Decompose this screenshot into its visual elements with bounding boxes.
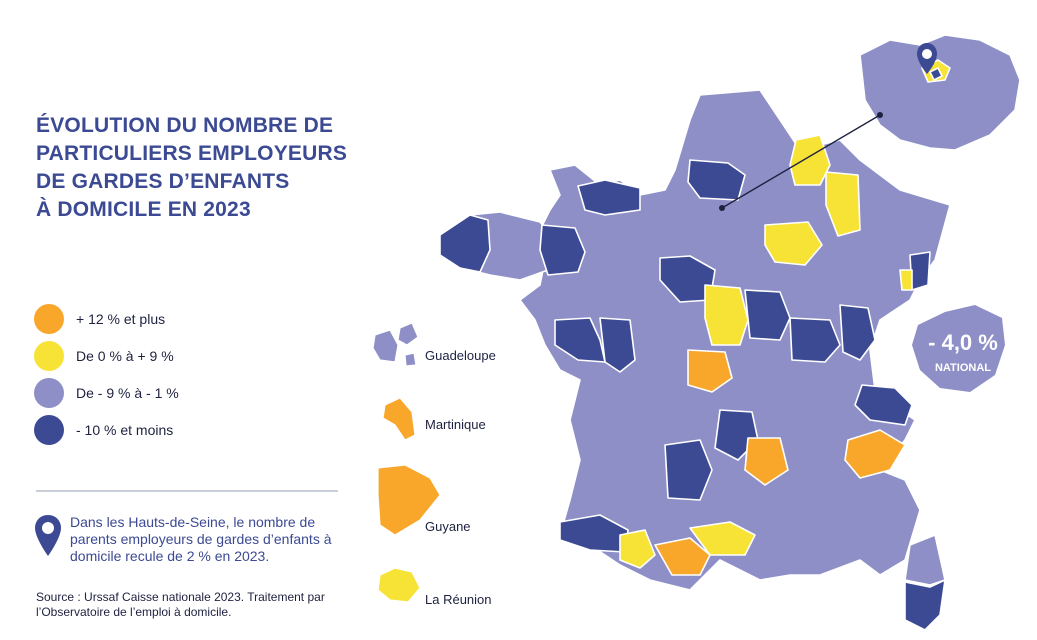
legend-label: - 10 % et moins — [76, 421, 174, 438]
dept-ille-et-vilaine — [539, 224, 586, 276]
divider — [36, 490, 338, 492]
guyane — [377, 464, 441, 536]
legend-label: De 0 % à + 9 % — [76, 347, 174, 364]
dept-allier — [687, 349, 733, 393]
legend-item: - 10 % et moins — [34, 411, 179, 448]
corsica-south — [904, 578, 947, 631]
dept-deux-sevres — [599, 317, 636, 373]
dept-nievre — [744, 289, 791, 341]
overseas-label: La Réunion — [425, 592, 492, 607]
inset-connector-line — [721, 114, 881, 209]
map-title: ÉVOLUTION DU NOMBRE DE PARTICULIERS EMPL… — [36, 112, 376, 224]
legend-label: + 12 % et plus — [76, 310, 166, 327]
national-label: NATIONAL — [935, 362, 991, 374]
legend-item: De - 9 % à - 1 % — [34, 374, 179, 411]
legend-swatch-yellow — [34, 340, 64, 371]
legend-swatch-light — [34, 377, 64, 408]
dept-saone-et-loire — [789, 317, 841, 363]
national-badge: - 4,0 % NATIONAL — [912, 305, 1005, 392]
overseas-label: Martinique — [425, 417, 486, 432]
dept-dordogne — [664, 439, 713, 501]
legend: + 12 % et plus De 0 % à + 9 % De - 9 % à… — [34, 300, 179, 448]
legend-label: De - 9 % à - 1 % — [76, 384, 179, 401]
legend-item: + 12 % et plus — [34, 300, 179, 337]
dept-cher — [704, 284, 749, 346]
title-line: PARTICULIERS EMPLOYEURS — [36, 142, 348, 165]
overseas-label: Guyane — [425, 519, 471, 534]
dept-seine-maritime — [687, 159, 746, 201]
dept-aude — [689, 521, 756, 556]
paris-dot — [719, 205, 725, 211]
corsica-north — [904, 533, 946, 586]
dept-calvados — [577, 179, 641, 216]
legend-item: De 0 % à + 9 % — [34, 337, 179, 374]
inset-dot — [877, 112, 883, 118]
idf-base — [859, 34, 1021, 151]
dept-aisne — [789, 134, 831, 186]
overseas-territories — [372, 322, 441, 603]
legend-swatch-orange — [34, 303, 64, 334]
la-reunion — [377, 567, 421, 603]
title-line: DE GARDES D’ENFANTS — [36, 170, 290, 193]
guadeloupe — [372, 322, 419, 367]
martinique — [382, 397, 416, 441]
legend-swatch-dark — [34, 414, 64, 445]
overseas-label: Guadeloupe — [425, 348, 496, 363]
dept-haute-loire — [744, 437, 789, 486]
dept-ariege — [654, 537, 711, 576]
title-line: ÉVOLUTION DU NOMBRE DE — [36, 114, 334, 137]
dept-hautes-pyrenees — [619, 529, 656, 569]
dept-jura — [839, 304, 876, 361]
dept-haute-savoie — [854, 384, 913, 426]
department-highlights — [439, 134, 931, 576]
dept-haute-rhin — [909, 251, 931, 291]
dept-aube — [764, 221, 823, 266]
dept-finistere — [439, 214, 491, 273]
title-line: À DOMICILE EN 2023 — [36, 198, 251, 221]
dept-isere-drome — [844, 429, 906, 479]
corsica — [904, 533, 947, 631]
dept-territoire-belfort — [899, 269, 913, 291]
ile-de-france-inset — [859, 34, 1021, 151]
source-text: Source : Urssaf Caisse nationale 2023. T… — [36, 590, 325, 619]
note-text: Dans les Hauts-de-Seine, le nombre de pa… — [70, 514, 332, 564]
hauts-de-seine-note: Dans les Hauts-de-Seine, le nombre de pa… — [34, 514, 334, 565]
idf-paris — [929, 67, 943, 81]
national-value: - 4,0 % — [928, 330, 998, 355]
map-pin-icon — [35, 515, 61, 556]
map-pin-icon — [917, 43, 937, 74]
dept-marne — [825, 171, 861, 237]
